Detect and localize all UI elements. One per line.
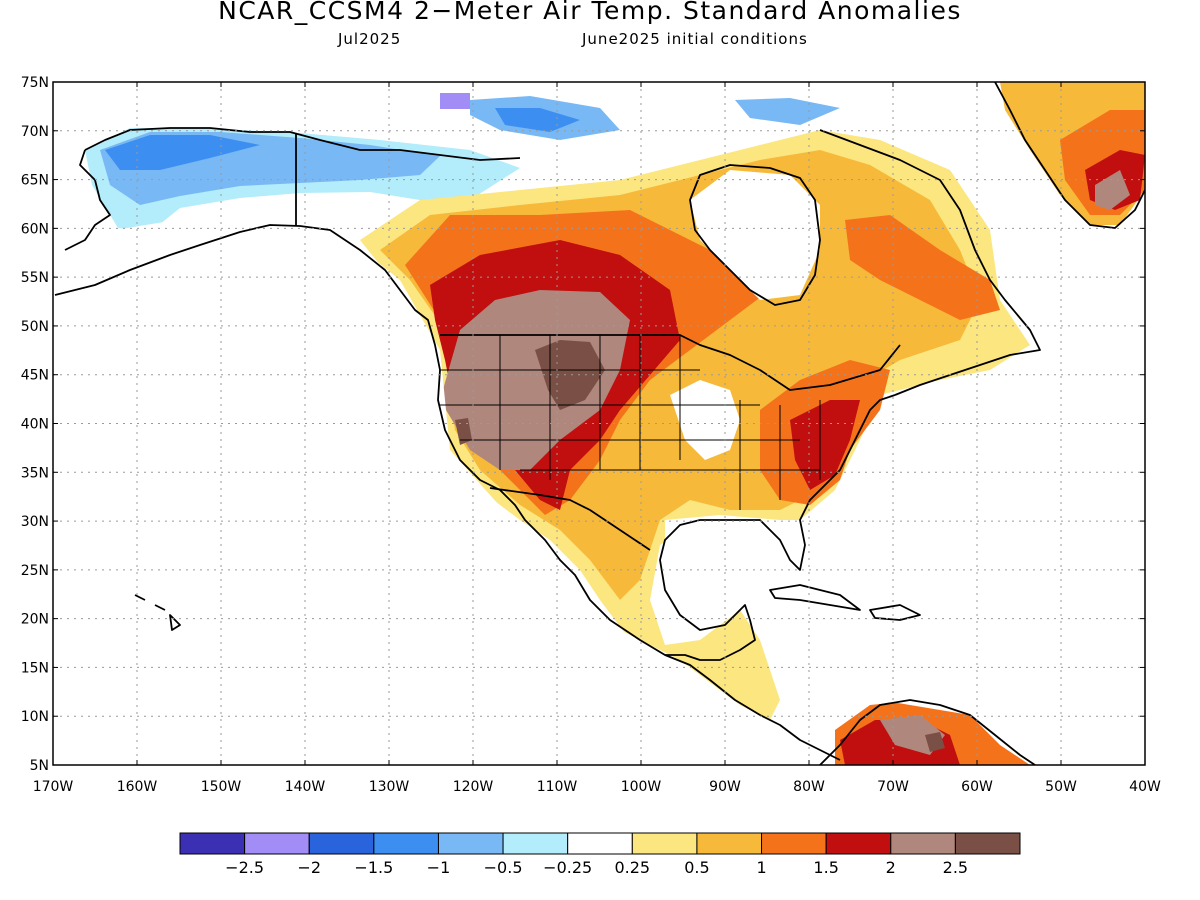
alaska-north-coast: [84, 127, 521, 161]
colorbar-label: −2: [297, 858, 321, 877]
colorbar-label: −1: [427, 858, 451, 877]
arctic-islands-east: [735, 98, 840, 125]
lon-label: 80W: [793, 779, 825, 795]
greenland-coast: [994, 82, 1145, 229]
lon-label: 170W: [33, 779, 74, 795]
coastline-layer: [54, 82, 1145, 765]
colorbar-swatch: [696, 832, 763, 855]
us-canada-border: [440, 334, 901, 391]
colorbar-swatch: [954, 832, 1021, 855]
colorbar-label: −1.5: [354, 858, 393, 877]
anomaly-fill-layer: [53, 82, 1145, 765]
lat-label: 60N: [21, 221, 49, 237]
colorbar-label: −2.5: [225, 858, 264, 877]
hawaii-islands: [134, 594, 181, 631]
colorbar-swatch: [308, 832, 375, 855]
initial-conditions: June2025 initial conditions: [582, 30, 808, 48]
colorbar-swatch: [825, 832, 892, 855]
arctic-purple-patch: [440, 93, 470, 109]
longitude-labels: 170W 160W 150W 140W 130W 120W 110W 100W 90W 80W 70…: [33, 779, 1161, 795]
hispaniola-coast: [869, 604, 921, 621]
lon-label: 90W: [709, 779, 741, 795]
gridlines: [53, 82, 1145, 765]
labrador-coast: [819, 129, 1041, 396]
forecast-month: Jul2025: [338, 30, 402, 48]
colorbar-label: 1.5: [813, 858, 838, 877]
colorbar-swatch: [567, 832, 633, 855]
lon-label: 160W: [117, 779, 158, 795]
hudson-bay-neutral: [690, 170, 820, 300]
atlantic-neutral: [860, 380, 1145, 720]
colorbar-swatch: [890, 832, 956, 855]
lon-label: 140W: [285, 779, 326, 795]
colorbar-swatch: [373, 832, 439, 855]
cuba-coast: [769, 584, 861, 611]
lon-label: 70W: [877, 779, 909, 795]
colorbar-label: 0.5: [684, 858, 709, 877]
eastern-us-strong: [790, 400, 860, 490]
lat-label: 70N: [21, 124, 49, 140]
us-mexico-border: [489, 487, 651, 551]
lat-label: 75N: [21, 75, 49, 91]
alaska-strong-negative: [105, 135, 260, 170]
lat-label: 10N: [21, 709, 49, 725]
lat-label: 40N: [21, 417, 49, 433]
lon-label: 50W: [1045, 779, 1077, 795]
colorbar-label: −0.25: [543, 858, 592, 877]
lat-label: 45N: [21, 368, 49, 384]
alaska-west-coast: [64, 149, 111, 251]
alaska-coast: [54, 224, 841, 761]
lat-label: 55N: [21, 270, 49, 286]
gulf-of-mexico-neutral: [665, 515, 800, 595]
south-america-extreme-core: [925, 732, 945, 752]
colorbar-label: 2: [886, 858, 896, 877]
axis-ticks: [52, 81, 1146, 766]
lat-label: 15N: [21, 660, 49, 676]
lon-label: 110W: [537, 779, 578, 795]
colorbar: [179, 832, 1021, 855]
latitude-labels: 75N 70N 65N 60N 55N 50N 45N 40N 35N 30N 25N 20N 15N 1…: [21, 75, 49, 774]
state-borders: [440, 335, 821, 510]
lon-label: 150W: [201, 779, 242, 795]
lat-label: 35N: [21, 465, 49, 481]
lat-label: 30N: [21, 514, 49, 530]
lon-label: 130W: [369, 779, 410, 795]
colorbar-swatch: [502, 832, 569, 855]
lat-label: 50N: [21, 319, 49, 335]
lat-label: 5N: [30, 758, 49, 774]
map-title: NCAR_CCSM4 2−Meter Air Temp. Standard An…: [218, 0, 962, 25]
colorbar-swatch: [761, 832, 827, 855]
lon-label: 40W: [1129, 779, 1161, 795]
colorbar-labels: −2.5 −2 −1.5 −1 −0.5 −0.25 0.25 0.5 1 1.5 2 2.5: [225, 858, 968, 877]
lon-label: 60W: [961, 779, 993, 795]
us-east-coast: [659, 394, 896, 661]
colorbar-label: 0.25: [614, 858, 650, 877]
colorbar-label: 1: [756, 858, 766, 877]
colorbar-swatch: [631, 832, 698, 855]
hudson-bay-coast: [689, 164, 821, 306]
colorbar-label: 2.5: [943, 858, 968, 877]
lat-label: 25N: [21, 563, 49, 579]
colorbar-label: −0.5: [484, 858, 523, 877]
southwest-extreme-patch: [455, 418, 472, 445]
colorbar-swatch: [244, 832, 310, 855]
lat-label: 20N: [21, 612, 49, 628]
lat-label: 65N: [21, 173, 49, 189]
south-america-coast: [819, 699, 1036, 765]
colorbar-swatch: [179, 832, 246, 855]
eastern-canada-warm: [845, 215, 1000, 320]
lon-label: 120W: [453, 779, 494, 795]
western-us-extreme-anomaly: [535, 340, 605, 410]
lon-label: 100W: [621, 779, 662, 795]
pacific-neutral: [53, 200, 800, 765]
arctic-islands-strong: [495, 108, 580, 132]
colorbar-swatch: [437, 832, 504, 855]
